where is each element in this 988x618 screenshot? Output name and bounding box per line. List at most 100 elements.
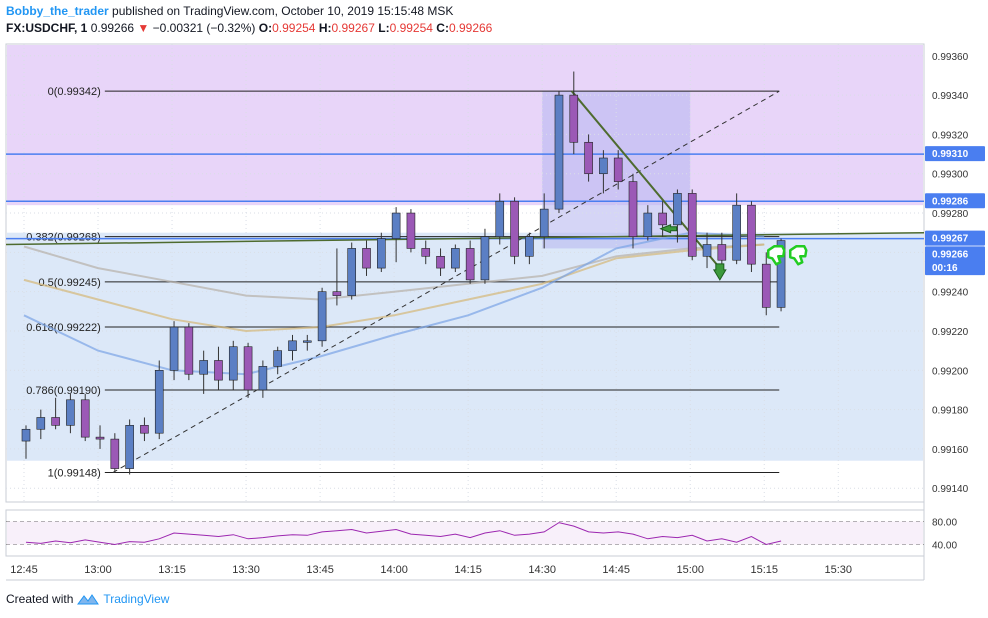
x-tick-label: 14:30 — [528, 564, 556, 576]
x-tick-label: 15:30 — [825, 564, 853, 576]
tradingview-logo-icon — [77, 594, 100, 605]
candle-body — [377, 238, 386, 269]
price-change: −0.00321 (−0.32%) — [152, 21, 256, 35]
price-badge-box — [925, 146, 985, 162]
candle-body — [643, 212, 653, 237]
candle-body — [628, 181, 638, 237]
open-value: 0.99254 — [272, 21, 316, 35]
candle-body — [66, 399, 75, 426]
last-price: 0.99266 — [90, 21, 135, 35]
candle-body — [391, 212, 401, 239]
candle-body — [317, 291, 327, 342]
y-tick-label: 0.99280 — [932, 209, 969, 220]
candle-body — [169, 326, 179, 371]
thumbs-down-icon — [789, 245, 808, 266]
rsi-band — [7, 521, 923, 545]
y-tick-label: 0.99160 — [932, 445, 969, 456]
candle-body — [480, 236, 490, 281]
candle-body — [199, 360, 208, 375]
author-name[interactable]: Bobby_the_trader — [6, 4, 109, 18]
candle-body — [332, 291, 342, 296]
price-badge: 0.99286 — [925, 193, 985, 209]
moving-average-grey — [23, 243, 765, 301]
symbol-name: FX:USDCHF, 1 — [6, 21, 88, 35]
x-tick-label: 15:15 — [750, 564, 778, 576]
candle-body — [406, 212, 416, 249]
moving-average-tan — [23, 243, 765, 333]
candle-body — [495, 200, 505, 237]
candle-body — [510, 200, 519, 257]
price-badge: 0.99267 — [925, 230, 985, 246]
price-badge: 0.99266 — [925, 246, 985, 262]
candle-body — [36, 417, 46, 430]
price-badge-label: 0.99266 — [932, 249, 969, 260]
fib-level-label: 1(0.99148) — [48, 468, 101, 480]
candle-body — [110, 438, 120, 469]
y-tick-label: 0.99320 — [932, 130, 969, 141]
fib-level-label: 0.5(0.99245) — [38, 277, 100, 289]
low-label: L: — [378, 21, 390, 35]
close-label: C: — [436, 21, 449, 35]
publish-line: Bobby_the_trader published on TradingVie… — [6, 3, 982, 20]
candle-body — [125, 425, 134, 469]
candle-body — [228, 346, 238, 381]
arrow-right-icon — [659, 224, 678, 234]
candle-body — [288, 340, 297, 351]
candle-body — [584, 141, 593, 175]
candle-body — [184, 326, 194, 375]
fib-trendline — [112, 90, 780, 473]
candle-body — [658, 212, 667, 226]
x-tick-label: 13:45 — [306, 564, 334, 576]
candle-body — [599, 157, 608, 175]
candle-body — [525, 236, 534, 257]
candle-body — [747, 204, 756, 265]
price-badge: 0.99310 — [925, 146, 985, 162]
resistance-zone — [7, 45, 923, 206]
x-tick-label: 14:00 — [380, 564, 408, 576]
price-badge-label: 00:16 — [932, 263, 958, 274]
candle-body — [465, 248, 475, 281]
candle-body — [273, 350, 282, 367]
candle-body — [569, 94, 579, 143]
price-badge: 00:16 — [925, 260, 985, 276]
price-badge-box — [925, 230, 985, 246]
candle-body — [154, 370, 164, 434]
down-arrow-icon: ▼ — [137, 21, 150, 35]
price-badge-box — [925, 246, 985, 262]
fib-level-label: 0(0.99342) — [48, 86, 101, 98]
candle-body — [362, 248, 371, 269]
tradingview-brand[interactable]: TradingView — [103, 592, 170, 606]
rsi-tick-label: 80.00 — [932, 518, 957, 529]
candle-body — [539, 208, 549, 237]
symbol-line: FX:USDCHF, 1 0.99266 ▼ −0.00321 (−0.32%)… — [6, 20, 982, 37]
candle-body — [702, 244, 712, 257]
y-tick-label: 0.99140 — [932, 484, 969, 495]
close-value: 0.99266 — [448, 21, 493, 35]
candle-body — [140, 425, 149, 434]
fib-level-label: 0.786(0.99190) — [26, 385, 101, 397]
candle-body — [214, 360, 223, 381]
x-tick-label: 14:15 — [454, 564, 482, 576]
trendline-support — [5, 231, 925, 246]
price-badge-label: 0.99310 — [932, 149, 969, 160]
candle-body — [687, 193, 697, 257]
candle-body — [51, 417, 60, 426]
price-badge-label: 0.99267 — [932, 234, 969, 245]
candle-body — [554, 94, 564, 210]
fib-level-label: 0.618(0.99222) — [26, 322, 101, 334]
candle-body — [717, 244, 727, 261]
publish-info: published on TradingView.com, October 10… — [112, 4, 454, 18]
y-tick-label: 0.99180 — [932, 406, 969, 417]
y-tick-label: 0.99340 — [932, 91, 969, 102]
price-badge-box — [925, 260, 985, 276]
y-tick-label: 0.99200 — [932, 366, 969, 377]
high-value: 0.99267 — [331, 21, 375, 35]
price-badge-box — [925, 193, 985, 209]
candle-body — [732, 204, 741, 261]
thumbs-down-icon — [767, 245, 786, 266]
y-tick-label: 0.99220 — [932, 327, 969, 338]
candle-body — [436, 255, 445, 269]
high-label: H: — [318, 21, 332, 35]
rsi-line — [25, 522, 782, 546]
